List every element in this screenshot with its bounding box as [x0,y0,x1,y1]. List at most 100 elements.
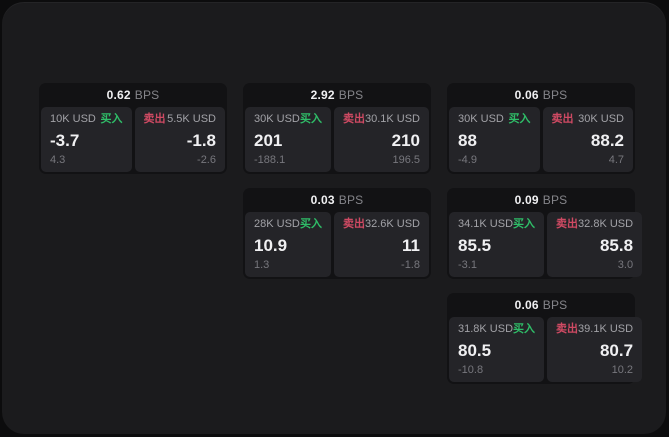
bps-value: 2.92 [310,88,335,102]
sell-tile[interactable]: 卖出 32.6K USD 11 -1.8 [333,212,429,277]
buy-side-label: 买入 [508,113,531,125]
sell-sub-value: -2.6 [197,154,216,166]
buy-amount: 31.8K USD [458,323,514,335]
buy-side-label: 买入 [299,113,322,125]
buy-tile[interactable]: 28K USD 买入 10.9 1.3 [245,212,331,277]
buy-price: 10.9 [254,235,288,255]
bps-value: 0.06 [514,298,539,312]
quote-card: 0.09 BPS 34.1K USD 买入 85.5 -3.1 卖出 32.8K… [447,188,643,279]
card-body: 30K USD 买入 88 -4.9 卖出 30K USD 88.2 4.7 [449,107,633,172]
card-body: 34.1K USD 买入 85.5 -3.1 卖出 32.8K USD 85.8… [449,212,643,277]
sell-tile[interactable]: 卖出 30.1K USD 210 196.5 [333,107,429,172]
bps-unit-label: BPS [134,88,160,102]
sell-tile-header: 卖出 39.1K USD [556,324,633,335]
sell-tile-header: 卖出 32.6K USD [343,219,420,230]
buy-sub-value: -188.1 [254,154,286,166]
card-header: 0.06 BPS [449,293,633,317]
sell-price: 80.7 [599,340,634,360]
sell-sub-value: 4.7 [608,154,624,166]
buy-sub-value: -10.8 [458,364,484,376]
bps-value: 0.03 [310,193,335,207]
sell-tile[interactable]: 卖出 5.5K USD -1.8 -2.6 [134,107,225,172]
sell-sub-value: -1.8 [401,259,420,271]
buy-amount: 10K USD [50,113,96,125]
bps-unit-label: BPS [338,88,364,102]
sell-tile-header: 卖出 5.5K USD [144,114,217,125]
card-body: 10K USD 买入 -3.7 4.3 卖出 5.5K USD -1.8 -2.… [41,107,225,172]
sell-tile-header: 卖出 32.8K USD [556,219,633,230]
buy-amount: 28K USD [254,218,300,230]
buy-tile-header: 30K USD 买入 [458,114,531,125]
buy-tile[interactable]: 30K USD 买入 88 -4.9 [449,107,540,172]
bps-unit-label: BPS [338,193,364,207]
sell-amount: 5.5K USD [167,113,216,125]
bps-unit-label: BPS [542,298,568,312]
sell-side-label: 卖出 [342,113,365,125]
sell-price: 210 [391,130,420,150]
sell-sub-value: 3.0 [617,259,634,271]
sell-side-label: 卖出 [556,323,579,335]
card-header: 0.03 BPS [245,188,429,212]
sell-amount: 30K USD [578,113,624,125]
sell-side-label: 卖出 [143,113,166,125]
buy-side-label: 买入 [513,218,536,230]
sell-amount: 32.8K USD [578,218,634,230]
cards-grid: 0.62 BPS 10K USD 买入 -3.7 4.3 卖出 5.5K USD… [39,83,643,384]
sell-tile[interactable]: 卖出 39.1K USD 80.7 10.2 [547,317,643,382]
sell-tile-header: 卖出 30K USD [552,114,625,125]
sell-sub-value: 10.2 [611,364,634,376]
card-header: 2.92 BPS [245,83,429,107]
buy-amount: 34.1K USD [458,218,514,230]
sell-tile[interactable]: 卖出 32.8K USD 85.8 3.0 [547,212,643,277]
sell-price: 11 [402,235,420,255]
buy-price: 85.5 [458,235,492,255]
buy-tile-header: 30K USD 买入 [254,114,322,125]
sell-tile-header: 卖出 30.1K USD [343,114,420,125]
buy-tile[interactable]: 30K USD 买入 201 -188.1 [245,107,331,172]
sell-side-label: 卖出 [551,113,574,125]
buy-side-label: 买入 [100,113,123,125]
quote-card: 2.92 BPS 30K USD 买入 201 -188.1 卖出 30.1K … [243,83,431,174]
buy-price: 80.5 [458,340,492,360]
buy-price: 88 [458,130,477,150]
buy-tile-header: 28K USD 买入 [254,219,322,230]
bps-unit-label: BPS [542,88,568,102]
sell-amount: 30.1K USD [364,113,420,125]
card-body: 28K USD 买入 10.9 1.3 卖出 32.6K USD 11 -1.8 [245,212,429,277]
buy-tile-header: 34.1K USD 买入 [458,219,535,230]
buy-side-label: 买入 [299,218,322,230]
card-header: 0.06 BPS [449,83,633,107]
sell-amount: 39.1K USD [578,323,634,335]
buy-amount: 30K USD [458,113,504,125]
bps-unit-label: BPS [542,193,568,207]
buy-sub-value: 1.3 [254,259,270,271]
card-body: 30K USD 买入 201 -188.1 卖出 30.1K USD 210 1… [245,107,429,172]
buy-tile[interactable]: 31.8K USD 买入 80.5 -10.8 [449,317,545,382]
quote-card: 0.62 BPS 10K USD 买入 -3.7 4.3 卖出 5.5K USD… [39,83,227,174]
card-header: 0.62 BPS [41,83,225,107]
quote-card: 0.03 BPS 28K USD 买入 10.9 1.3 卖出 32.6K US… [243,188,431,279]
card-header: 0.09 BPS [449,188,633,212]
buy-price: -3.7 [50,130,80,150]
quote-card: 0.06 BPS 30K USD 买入 88 -4.9 卖出 30K USD 8… [447,83,635,174]
bps-value: 0.06 [514,88,539,102]
sell-side-label: 卖出 [342,218,365,230]
buy-tile-header: 31.8K USD 买入 [458,324,535,335]
quote-card: 0.06 BPS 31.8K USD 买入 80.5 -10.8 卖出 39.1… [447,293,643,384]
card-body: 31.8K USD 买入 80.5 -10.8 卖出 39.1K USD 80.… [449,317,643,382]
bps-value: 0.62 [106,88,131,102]
buy-price: 201 [254,130,283,150]
sell-side-label: 卖出 [556,218,579,230]
buy-tile-header: 10K USD 买入 [50,114,123,125]
buy-tile[interactable]: 34.1K USD 买入 85.5 -3.1 [449,212,545,277]
sell-price: -1.8 [186,130,216,150]
buy-sub-value: 4.3 [50,154,66,166]
buy-sub-value: -3.1 [458,259,477,271]
buy-tile[interactable]: 10K USD 买入 -3.7 4.3 [41,107,132,172]
sell-sub-value: 196.5 [392,154,420,166]
sell-tile[interactable]: 卖出 30K USD 88.2 4.7 [542,107,633,172]
buy-amount: 30K USD [254,113,300,125]
buy-side-label: 买入 [513,323,536,335]
